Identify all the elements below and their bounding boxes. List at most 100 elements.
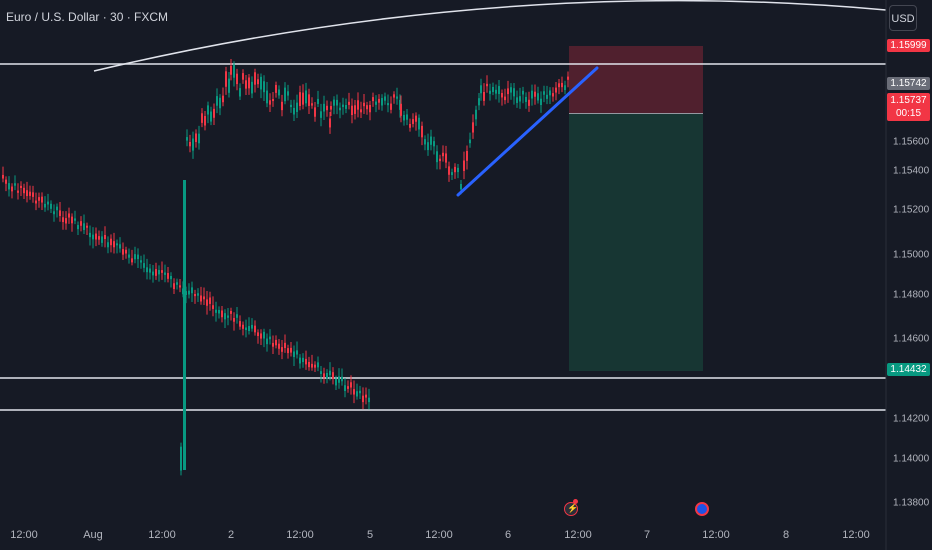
candle-body: [195, 133, 197, 143]
candle-body: [125, 249, 127, 254]
time-tick-label: 6: [504, 529, 512, 541]
price-tick-label: 1.15400: [893, 165, 930, 177]
candle-body: [558, 83, 560, 88]
candle-body: [210, 111, 212, 122]
candle-body: [350, 382, 352, 388]
candle-body: [242, 324, 244, 329]
time-tick-label: 12:00: [148, 529, 176, 541]
candle-body: [344, 385, 346, 392]
candle-body: [149, 268, 151, 273]
candle-body: [302, 92, 304, 105]
candle-body: [83, 223, 85, 230]
candle-body: [336, 99, 338, 106]
candle-body: [510, 87, 512, 93]
candle-body: [11, 186, 13, 192]
candle-body: [284, 342, 286, 349]
candle-body: [396, 96, 398, 99]
candle-body: [233, 318, 235, 322]
candle-body: [248, 77, 250, 89]
breakout-candle: [183, 180, 186, 470]
candle-body: [381, 98, 383, 106]
candle-body: [351, 105, 353, 116]
flag-icon[interactable]: [695, 502, 709, 516]
candle-body: [239, 321, 241, 327]
candle-body: [204, 116, 206, 126]
candle-body: [489, 90, 491, 94]
candle-body: [369, 105, 371, 113]
candle-body: [323, 103, 325, 112]
curve-drawing: [93, 0, 887, 72]
candle-body: [186, 137, 188, 141]
time-tick-label: 2: [227, 529, 235, 541]
trendline: [456, 66, 599, 197]
candle-body: [326, 372, 328, 379]
candle-body: [546, 94, 548, 99]
candle-body: [372, 97, 374, 102]
candle-body: [189, 142, 191, 147]
candle-body: [549, 90, 551, 96]
candle-body: [119, 244, 121, 249]
candle-body: [275, 339, 277, 346]
candle-body: [92, 234, 94, 240]
candle-body: [266, 90, 268, 104]
candle-body: [537, 93, 539, 101]
candle-body: [35, 200, 37, 204]
candle-body: [245, 80, 247, 89]
candle-body: [472, 122, 474, 133]
candle-body: [412, 119, 414, 124]
price-tick-label: 1.14200: [893, 413, 930, 425]
candle-body: [47, 201, 49, 205]
current-price-value: 1.15737: [890, 95, 927, 106]
candle-body: [44, 203, 46, 208]
candle-body: [492, 86, 494, 92]
candle-body: [332, 372, 334, 379]
candle-body: [266, 338, 268, 345]
candle-body: [375, 101, 377, 105]
price-tick-label: 1.15600: [893, 136, 930, 148]
candle-body: [26, 190, 28, 197]
candle-body: [275, 84, 277, 93]
candle-body: [41, 196, 43, 203]
candle-body: [269, 336, 271, 340]
candle-body: [409, 123, 411, 128]
candle-body: [14, 183, 16, 186]
candle-body: [180, 446, 182, 471]
candle-body: [137, 254, 139, 260]
candle-body: [65, 218, 67, 224]
candle-body: [257, 79, 259, 85]
candle-body: [311, 363, 313, 368]
candle-body: [56, 206, 58, 211]
candle-body: [20, 185, 22, 188]
candle-body: [260, 333, 262, 339]
price-tick-label: 1.14800: [893, 289, 930, 301]
candle-body: [131, 258, 133, 263]
candle-body: [203, 296, 205, 300]
candle-body: [98, 236, 100, 240]
candle-body: [213, 108, 215, 118]
candle-body: [320, 371, 322, 375]
lightning-icon[interactable]: [564, 502, 578, 516]
candle-body: [146, 267, 148, 273]
candle-body: [194, 293, 196, 297]
price-tick-label: 1.15200: [893, 204, 930, 216]
candle-body: [122, 249, 124, 255]
candle-body: [424, 139, 426, 145]
candle-body: [406, 114, 408, 120]
candle-body: [200, 295, 202, 302]
candle-body: [326, 105, 328, 111]
candle-body: [38, 197, 40, 201]
candle-body: [197, 293, 199, 296]
candle-body: [299, 357, 301, 364]
candle-body: [251, 324, 253, 329]
candle-body: [74, 218, 76, 221]
candle-body: [287, 348, 289, 354]
candle-body: [454, 166, 456, 173]
candle-body: [113, 241, 115, 248]
candle-body: [207, 105, 209, 115]
currency-button[interactable]: USD: [889, 5, 917, 31]
candle-body: [451, 172, 453, 176]
candle-body: [480, 85, 482, 94]
candle-body: [305, 358, 307, 365]
candle-body: [218, 309, 220, 314]
